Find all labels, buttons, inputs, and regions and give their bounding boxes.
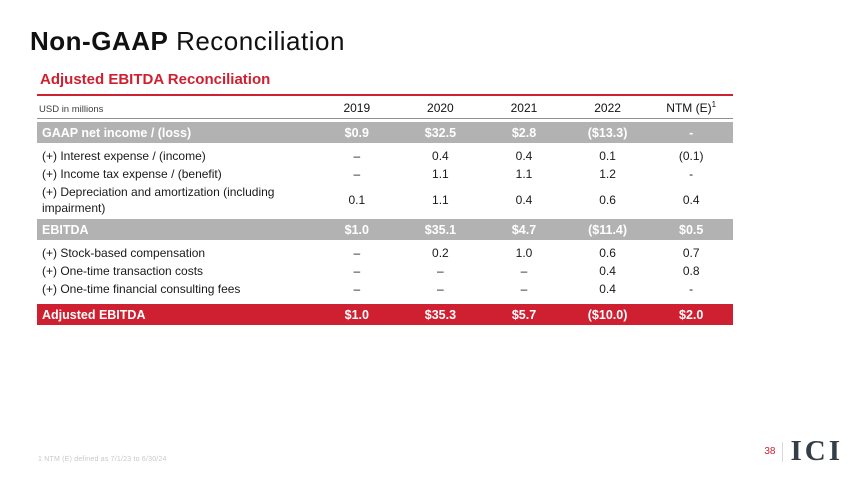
cell-value: 0.1	[599, 149, 616, 163]
row-label: (+) One-time transaction costs	[42, 264, 204, 278]
cell-value: $4.7	[511, 222, 537, 237]
cell-value: $0.5	[679, 222, 704, 237]
row-label: Adjusted EBITDA	[42, 307, 146, 322]
cell-value: -	[689, 282, 694, 296]
cell-value: –	[437, 282, 444, 296]
cell-value: $32.5	[424, 125, 457, 140]
cell-value: 0.2	[432, 246, 449, 260]
column-header: 2019	[343, 101, 371, 115]
table-row: Adjusted EBITDA $1.0 $35.3 $5.7 ($10.0) $2.0	[37, 304, 733, 325]
row-label: (+) Stock-based compensation	[42, 246, 206, 260]
cell-value: $2.0	[679, 307, 704, 322]
row-label: GAAP net income / (loss)	[42, 125, 192, 140]
cell-value: $0.9	[344, 125, 369, 140]
company-logo: ICI	[790, 435, 843, 467]
cell-value: –	[353, 246, 361, 260]
cell-value: 0.7	[682, 246, 700, 260]
row-label: (+) Income tax expense / (benefit)	[42, 167, 222, 181]
ebitda-reconciliation-table: USD in millions 2019 2020 2021 2022 NTM (E)1…	[37, 99, 733, 325]
section-underline	[37, 94, 733, 96]
cell-value: 0.4	[599, 264, 616, 278]
table-row: EBITDA $1.0 $35.1 $4.7 ($11.4) $0.5	[37, 219, 733, 240]
cell-value: (0.1)	[678, 149, 704, 163]
table-row: (+) One-time financial consulting fees – –…	[37, 281, 733, 297]
cell-value: –	[520, 264, 528, 278]
table-row: (+) Income tax expense / (benefit) – 1.1 1.…	[37, 166, 733, 182]
unit-label: USD in millions	[39, 104, 104, 115]
cell-value: –	[437, 264, 444, 278]
column-header: 2020	[427, 101, 454, 115]
row-label: (+) Depreciation and amortization (inclu…	[42, 185, 275, 215]
cell-value: 0.4	[432, 149, 449, 163]
cell-value: 1.1	[432, 167, 449, 181]
cell-value: 1.2	[599, 167, 616, 181]
table-row: GAAP net income / (loss) $0.9 $32.5 $2.8 ($1…	[37, 122, 733, 143]
cell-value: 0.8	[682, 264, 700, 278]
cell-value: 0.4	[599, 282, 616, 296]
column-header: 2022	[594, 101, 621, 115]
table-row: (+) One-time transaction costs – – – 0.4 0.8	[37, 263, 733, 279]
table-header-row: USD in millions 2019 2020 2021 2022 NTM (E)1	[37, 99, 733, 119]
table-row: (+) Stock-based compensation – 0.2 1.0 0.6 0.…	[37, 245, 733, 261]
page-number: 38	[764, 446, 776, 457]
cell-value: –	[353, 282, 361, 296]
column-header-superscript: 1	[711, 100, 717, 109]
cell-value: 0.1	[348, 193, 366, 207]
table-row: (+) Interest expense / (income) – 0.4 0.4 0.…	[37, 148, 733, 164]
page-title: Non-GAAP Reconciliation	[30, 26, 345, 57]
cell-value: -	[689, 125, 694, 140]
cell-value: 0.6	[599, 193, 616, 207]
cell-value: 1.1	[432, 193, 449, 207]
cell-value: 0.4	[515, 193, 533, 207]
cell-value: 1.0	[515, 246, 533, 260]
cell-value: 1.1	[515, 167, 533, 181]
cell-value: $35.3	[424, 307, 457, 322]
cell-value: –	[353, 149, 361, 163]
footer-divider	[782, 441, 784, 462]
cell-value: 0.4	[682, 193, 700, 207]
cell-value: -	[689, 167, 694, 181]
section-heading: Adjusted EBITDA Reconciliation	[40, 71, 271, 88]
cell-value: ($10.0)	[587, 307, 628, 322]
footnote: 1 NTM (E) defined as 7/1/23 to 6/30/24	[38, 456, 167, 463]
cell-value: 0.4	[515, 149, 533, 163]
page-title-regular: Reconciliation	[176, 26, 345, 56]
cell-value: $1.0	[344, 222, 369, 237]
cell-value: $5.7	[511, 307, 537, 322]
cell-value: –	[353, 264, 361, 278]
cell-value: ($11.4)	[588, 222, 628, 237]
cell-value: –	[520, 282, 528, 296]
cell-value: 0.6	[599, 246, 616, 260]
cell-value: $2.8	[511, 125, 537, 140]
column-header: NTM (E)1	[666, 100, 717, 115]
row-label: (+) Interest expense / (income)	[42, 149, 206, 163]
footer: 38 ICI	[764, 437, 843, 466]
column-header: 2021	[510, 101, 538, 115]
page-title-bold: Non-GAAP	[30, 26, 169, 56]
row-label: (+) One-time financial consulting fees	[42, 282, 241, 296]
row-label: EBITDA	[42, 222, 89, 237]
table-row: (+) Depreciation and amortization (inclu…	[37, 184, 733, 216]
cell-value: ($13.3)	[587, 125, 628, 140]
cell-value: $1.0	[344, 307, 369, 322]
cell-value: –	[353, 167, 361, 181]
table-body: GAAP net income / (loss) $0.9 $32.5 $2.8 ($1…	[37, 122, 733, 325]
cell-value: $35.1	[424, 222, 457, 237]
